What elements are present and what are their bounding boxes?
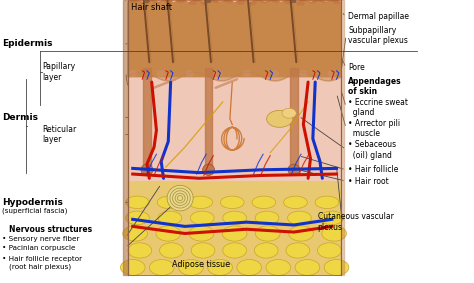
Ellipse shape — [156, 226, 181, 241]
Ellipse shape — [255, 243, 278, 258]
Ellipse shape — [223, 243, 246, 258]
Text: Papillary
layer: Papillary layer — [43, 63, 76, 82]
Text: Hair shaft: Hair shaft — [131, 3, 172, 12]
Ellipse shape — [289, 226, 313, 241]
Text: • Arrector pili
  muscle: • Arrector pili muscle — [348, 119, 401, 138]
Text: Appendages
of skin: Appendages of skin — [348, 77, 402, 96]
Ellipse shape — [157, 70, 165, 77]
Ellipse shape — [296, 1, 305, 6]
Ellipse shape — [242, 70, 251, 77]
Ellipse shape — [126, 211, 149, 225]
Text: • Sebaceous
  (oil) gland: • Sebaceous (oil) gland — [348, 140, 397, 160]
Ellipse shape — [158, 211, 182, 225]
Ellipse shape — [266, 110, 293, 127]
Ellipse shape — [149, 260, 174, 275]
Ellipse shape — [248, 1, 257, 5]
Text: • Sensory nerve fiber: • Sensory nerve fiber — [2, 235, 80, 242]
Ellipse shape — [260, 0, 269, 3]
Text: Adipose tissue: Adipose tissue — [173, 260, 230, 269]
Ellipse shape — [206, 0, 211, 3]
Polygon shape — [128, 0, 341, 76]
Ellipse shape — [288, 164, 300, 175]
Text: • Pacinian corpuscle: • Pacinian corpuscle — [2, 245, 76, 251]
Ellipse shape — [126, 196, 149, 209]
Text: (root hair plexus): (root hair plexus) — [9, 263, 71, 270]
Ellipse shape — [318, 243, 341, 258]
Ellipse shape — [220, 196, 244, 209]
Ellipse shape — [123, 226, 147, 241]
Text: Hypodermis: Hypodermis — [2, 198, 63, 207]
Ellipse shape — [284, 0, 293, 5]
Ellipse shape — [299, 70, 308, 77]
Ellipse shape — [332, 0, 341, 4]
Text: • Hair follicle: • Hair follicle — [348, 165, 399, 174]
Ellipse shape — [208, 260, 232, 275]
Ellipse shape — [185, 70, 194, 77]
Text: Pore: Pore — [348, 63, 365, 72]
Ellipse shape — [224, 0, 233, 3]
Ellipse shape — [320, 211, 344, 225]
Ellipse shape — [153, 1, 161, 5]
Ellipse shape — [252, 196, 276, 209]
Ellipse shape — [203, 164, 215, 175]
Ellipse shape — [164, 0, 173, 3]
Ellipse shape — [141, 164, 153, 175]
Ellipse shape — [128, 70, 137, 77]
Ellipse shape — [214, 70, 222, 77]
Ellipse shape — [222, 226, 247, 241]
Text: Dermis: Dermis — [2, 113, 38, 122]
Text: Dermal papillae: Dermal papillae — [348, 12, 410, 22]
Ellipse shape — [308, 0, 317, 4]
Ellipse shape — [191, 211, 214, 225]
Ellipse shape — [189, 226, 214, 241]
Ellipse shape — [255, 211, 279, 225]
Text: Cutaneous vascular
plexus: Cutaneous vascular plexus — [318, 213, 393, 232]
Ellipse shape — [271, 70, 279, 77]
Ellipse shape — [322, 226, 346, 241]
Ellipse shape — [179, 260, 203, 275]
Ellipse shape — [286, 243, 310, 258]
Ellipse shape — [128, 0, 137, 3]
Ellipse shape — [140, 1, 149, 5]
Text: Nervous structures: Nervous structures — [9, 225, 92, 234]
Ellipse shape — [288, 211, 311, 225]
Ellipse shape — [212, 0, 221, 3]
Ellipse shape — [283, 196, 307, 209]
Bar — [128, 76, 341, 181]
Text: • Hair follicle receptor: • Hair follicle receptor — [2, 256, 82, 262]
Ellipse shape — [160, 243, 183, 258]
Text: • Hair root: • Hair root — [348, 177, 389, 186]
Ellipse shape — [273, 0, 281, 3]
Ellipse shape — [266, 260, 291, 275]
Ellipse shape — [145, 0, 149, 3]
Ellipse shape — [324, 260, 349, 275]
Text: Subpapillary
vascular plexus: Subpapillary vascular plexus — [348, 26, 408, 45]
Ellipse shape — [237, 260, 262, 275]
Ellipse shape — [167, 185, 193, 211]
Ellipse shape — [328, 70, 336, 77]
Ellipse shape — [223, 211, 246, 225]
Bar — [128, 181, 341, 275]
Ellipse shape — [157, 196, 181, 209]
Ellipse shape — [255, 226, 280, 241]
Ellipse shape — [191, 243, 215, 258]
Ellipse shape — [320, 0, 329, 3]
Ellipse shape — [128, 243, 152, 258]
Ellipse shape — [201, 1, 209, 5]
Ellipse shape — [188, 1, 197, 5]
Ellipse shape — [292, 0, 296, 3]
Ellipse shape — [315, 196, 339, 209]
Ellipse shape — [237, 1, 245, 5]
Ellipse shape — [120, 260, 145, 275]
Ellipse shape — [295, 260, 320, 275]
Text: • Eccrine sweat
  gland: • Eccrine sweat gland — [348, 98, 409, 117]
Text: (superficial fascia): (superficial fascia) — [2, 208, 68, 214]
Text: Reticular
layer: Reticular layer — [43, 125, 77, 144]
Ellipse shape — [189, 196, 212, 209]
Text: Epidermis: Epidermis — [2, 39, 53, 48]
Ellipse shape — [282, 108, 296, 118]
Ellipse shape — [176, 0, 185, 3]
